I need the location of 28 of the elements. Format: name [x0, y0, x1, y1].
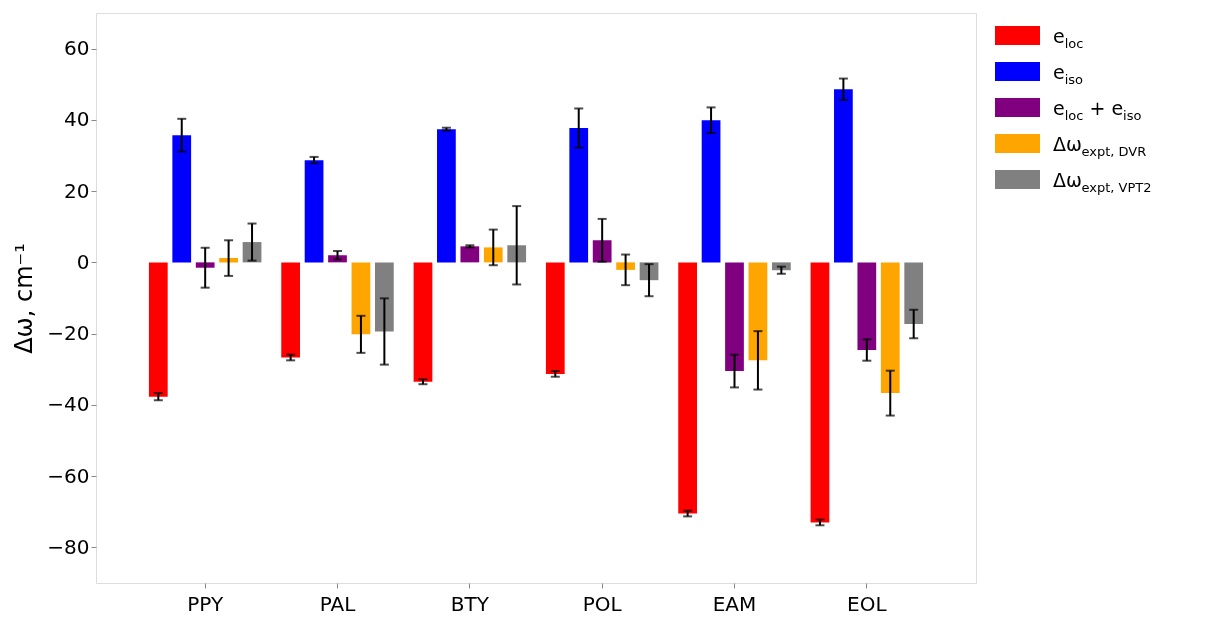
bar	[834, 89, 853, 263]
bar	[351, 262, 371, 335]
y-tick-label: −60	[47, 463, 90, 488]
y-tick-label: 20	[64, 178, 90, 203]
y-tick-label: −80	[47, 534, 90, 559]
x-tick-label: PPY	[187, 591, 224, 616]
x-tick-label: PAL	[319, 591, 357, 616]
bar	[375, 262, 394, 332]
bar	[172, 135, 192, 263]
y-tick-label: −40	[47, 392, 90, 417]
bar	[857, 262, 877, 351]
y-axis-title: Δω, cm⁻¹	[10, 243, 39, 354]
x-tick-label: EOL	[847, 591, 888, 616]
y-tick-label: 40	[64, 107, 90, 132]
y-tick-label: 60	[64, 36, 90, 61]
bar	[725, 262, 744, 372]
x-tick-label: POL	[582, 591, 623, 616]
bar	[460, 246, 480, 263]
bar	[880, 262, 900, 394]
bar	[701, 120, 721, 263]
x-tick-label: EAM	[712, 591, 757, 616]
y-tick-label: −20	[47, 321, 90, 346]
y-tick-label: 0	[76, 249, 90, 274]
bar	[748, 262, 768, 361]
bar	[904, 262, 924, 325]
bar	[569, 128, 589, 263]
bar	[437, 129, 456, 263]
x-tick-label: BTY	[450, 591, 490, 616]
